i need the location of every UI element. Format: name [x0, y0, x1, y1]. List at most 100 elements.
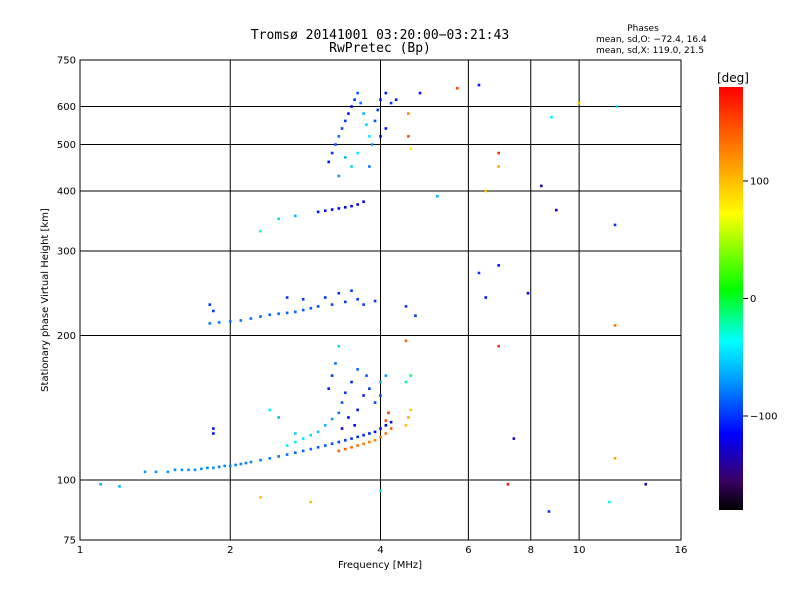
x-tick-label: 2 — [227, 545, 233, 556]
data-point — [294, 432, 297, 435]
y-tick-label: 200 — [57, 331, 76, 342]
data-point — [362, 394, 365, 397]
data-point — [414, 314, 417, 317]
data-point — [268, 313, 272, 317]
data-point — [368, 135, 371, 138]
data-point — [644, 482, 648, 486]
data-point — [323, 296, 327, 299]
x-tick-labels: 1 2 4 6 8 10 16 — [77, 545, 688, 556]
data-point — [330, 442, 334, 446]
colorbar-gradient — [719, 87, 743, 510]
data-point — [343, 438, 347, 442]
data-point — [337, 135, 341, 138]
data-point — [577, 101, 581, 105]
data-point — [277, 455, 280, 458]
data-point — [259, 315, 262, 318]
data-point — [234, 463, 237, 467]
data-point — [436, 195, 439, 198]
data-point — [208, 303, 212, 306]
data-point — [316, 446, 320, 449]
data-point — [200, 467, 203, 471]
data-point — [379, 135, 382, 138]
data-point — [217, 321, 221, 324]
data-point — [337, 449, 341, 453]
phase-colorbar: [deg] 100 0 −100 — [717, 71, 777, 510]
data-point — [239, 319, 243, 322]
data-point — [356, 91, 359, 95]
data-point — [608, 500, 611, 504]
data-point — [404, 424, 408, 427]
data-point — [294, 440, 297, 444]
data-point — [554, 208, 558, 212]
data-point — [389, 427, 393, 430]
data-point — [309, 433, 313, 437]
data-point — [330, 151, 334, 155]
data-point — [404, 339, 408, 343]
data-point — [379, 427, 382, 430]
data-point — [497, 344, 500, 348]
chart-title: Tromsø 20141001 03:20:00−03:21:43 — [251, 28, 509, 43]
data-point — [337, 411, 341, 415]
data-point — [350, 289, 353, 292]
data-point — [384, 424, 388, 427]
data-point — [350, 437, 353, 440]
data-point — [368, 387, 371, 390]
y-tick-label: 400 — [57, 187, 76, 198]
data-point — [343, 391, 347, 395]
x-tick-label: 4 — [377, 545, 383, 556]
data-point — [330, 208, 334, 211]
grid-lines — [80, 60, 681, 540]
x-tick-label: 16 — [675, 545, 688, 556]
data-point — [350, 204, 353, 208]
data-point — [365, 374, 368, 377]
data-point — [455, 86, 459, 90]
data-point — [356, 408, 359, 412]
data-point — [362, 433, 365, 437]
data-point — [409, 408, 413, 412]
colorbar-unit-label: [deg] — [717, 71, 749, 85]
data-point — [353, 98, 356, 101]
colorbar-ticks: 100 0 −100 — [743, 177, 777, 423]
y-tick-labels: 75 100 200 300 400 500 600 750 — [57, 56, 76, 547]
data-point — [330, 417, 334, 421]
data-point — [212, 466, 215, 470]
data-point — [407, 135, 410, 138]
data-point — [212, 309, 215, 313]
data-point — [249, 460, 253, 464]
y-tick-label: 500 — [57, 140, 76, 151]
data-point — [418, 91, 422, 95]
data-point — [268, 408, 272, 412]
data-point — [356, 151, 359, 155]
data-point — [330, 303, 334, 306]
data-point — [356, 368, 359, 371]
data-point — [506, 482, 510, 486]
x-tick-label: 10 — [573, 545, 586, 556]
data-point — [277, 312, 280, 316]
data-point — [217, 465, 221, 469]
data-point — [337, 291, 341, 295]
data-point — [316, 305, 320, 308]
data-point — [180, 468, 184, 472]
data-point — [301, 308, 305, 312]
data-point — [512, 437, 516, 440]
data-point — [343, 156, 347, 159]
data-point — [613, 324, 617, 327]
data-point — [373, 119, 377, 123]
data-point — [350, 446, 353, 449]
data-point — [368, 440, 371, 444]
data-point — [143, 470, 147, 474]
data-point — [193, 468, 197, 472]
y-tick-label: 100 — [57, 476, 76, 487]
data-point — [285, 444, 289, 447]
data-point — [350, 380, 353, 384]
data-point — [187, 468, 190, 472]
data-point — [309, 306, 313, 310]
data-point — [316, 210, 320, 214]
data-point — [337, 207, 341, 210]
data-point — [613, 456, 617, 460]
y-tick-label: 750 — [57, 56, 76, 67]
data-point — [285, 296, 289, 299]
data-point — [497, 264, 500, 267]
data-point — [154, 470, 158, 474]
data-point — [547, 510, 551, 513]
